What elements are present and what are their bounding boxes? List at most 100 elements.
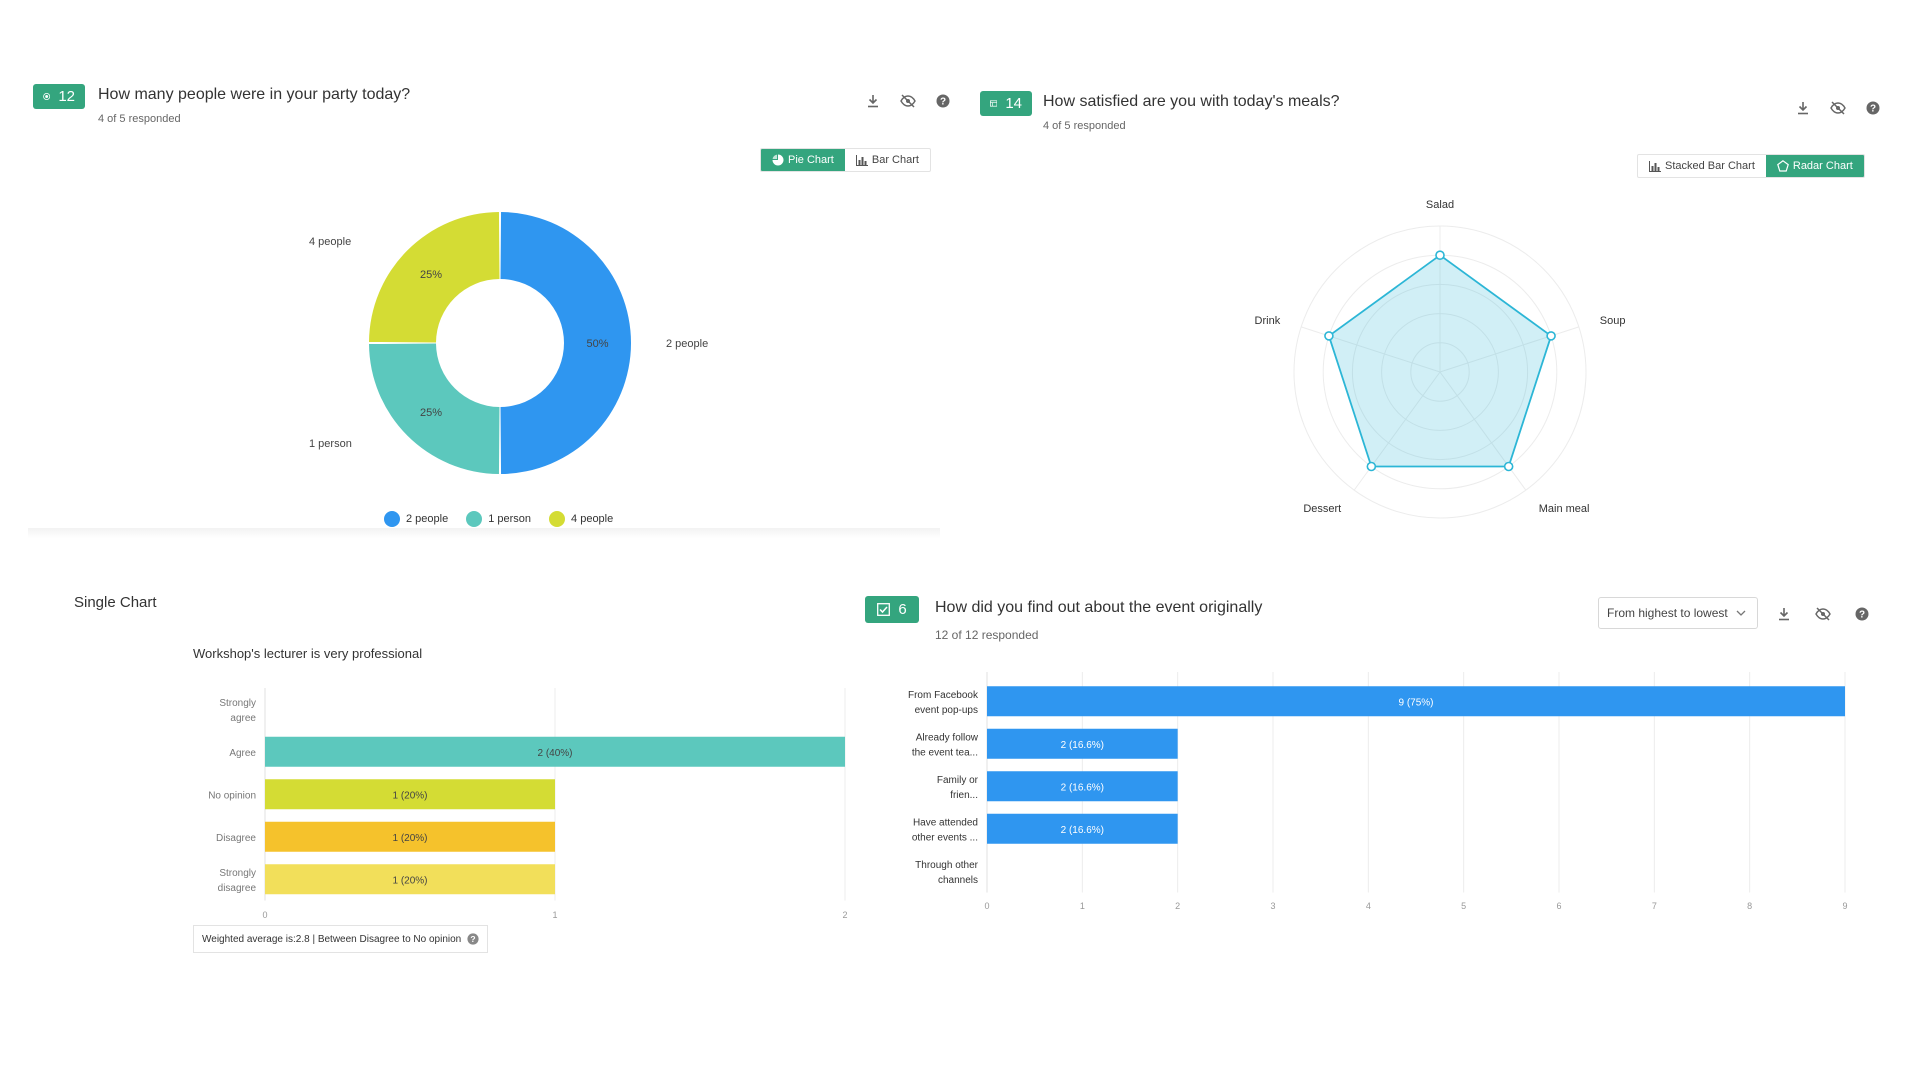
download-icon xyxy=(1779,608,1789,621)
bar-value-label: 1 (20%) xyxy=(392,833,427,844)
question-number-badge: 14 xyxy=(980,91,1032,116)
y-category-label: Strongly xyxy=(219,868,256,879)
hide-button[interactable] xyxy=(1814,605,1832,623)
radar-axis-label: Soup xyxy=(1600,315,1626,327)
radar-chart-icon xyxy=(1776,160,1789,172)
weighted-average-text: Weighted average is:2.8 | Between Disagr… xyxy=(202,933,462,945)
y-category-label: Have attended xyxy=(913,817,978,828)
bar xyxy=(987,813,1178,844)
radar-chart-label: Radar Chart xyxy=(1792,160,1853,172)
help-button[interactable]: ? xyxy=(1853,605,1871,623)
x-tick-label: 4 xyxy=(1366,901,1371,910)
legend-item[interactable]: 4 people xyxy=(549,511,613,527)
legend-label: 4 people xyxy=(571,513,614,525)
y-category-label: Family or xyxy=(937,775,979,786)
question-title: How did you find out about the event ori… xyxy=(935,599,1263,616)
eye-off-icon xyxy=(900,94,916,108)
question-number-badge: 6 xyxy=(865,596,919,623)
slice-percent-label: 25% xyxy=(420,269,442,281)
y-category-label: disagree xyxy=(218,883,257,894)
bar-value-label: 2 (16.6%) xyxy=(1061,825,1104,836)
hide-button[interactable] xyxy=(1829,99,1847,117)
eye-off-icon xyxy=(1815,607,1831,621)
x-tick-label: 0 xyxy=(262,910,267,920)
record-icon xyxy=(43,93,51,100)
svg-text:?: ? xyxy=(471,934,476,944)
slice-percent-label: 50% xyxy=(586,338,608,350)
pie-chart-icon xyxy=(772,154,784,166)
bar xyxy=(265,864,555,895)
bar xyxy=(265,736,845,767)
question-title: How satisfied are you with today's meals… xyxy=(1043,93,1340,110)
legend-item[interactable]: 1 person xyxy=(466,511,531,527)
pie-slice xyxy=(369,212,500,343)
x-tick-label: 6 xyxy=(1556,901,1561,910)
weighted-average-note: Weighted average is:2.8 | Between Disagr… xyxy=(193,925,489,953)
download-button[interactable] xyxy=(1775,605,1793,623)
pie-chart-label: Pie Chart xyxy=(788,154,834,166)
radar-axis xyxy=(1439,326,1580,373)
bar-chart-tab[interactable]: Bar Chart xyxy=(845,149,930,171)
legend-item[interactable]: 2 people xyxy=(384,511,448,527)
bar xyxy=(265,821,555,852)
legend-swatch xyxy=(384,511,400,527)
party-size-pie-chart: 50% 25% 25% 2 people 1 person 4 people xyxy=(309,212,708,474)
sort-order-select[interactable]: From highest to lowest xyxy=(1598,597,1758,629)
download-icon xyxy=(868,95,878,108)
bar-value-label: 2 (40%) xyxy=(537,748,572,759)
legend-label: 2 people xyxy=(406,513,449,525)
download-button[interactable] xyxy=(864,92,882,110)
x-tick-label: 3 xyxy=(1270,901,1275,910)
bar-value-label: 2 (16.6%) xyxy=(1061,782,1104,793)
pie-chart-tab[interactable]: Pie Chart xyxy=(761,149,845,171)
x-tick-label: 7 xyxy=(1652,901,1657,910)
download-icon xyxy=(1798,102,1808,115)
help-icon[interactable]: ? xyxy=(467,933,479,945)
pie-slice xyxy=(500,212,632,474)
responded-count: 4 of 5 responded xyxy=(1043,120,1126,132)
y-category-label: No opinion xyxy=(208,790,256,801)
section-title: Single Chart xyxy=(74,594,157,611)
radar-point xyxy=(1546,331,1556,341)
slice-category-label: 4 people xyxy=(309,236,351,248)
chart-title: Workshop's lecturer is very professional xyxy=(193,646,423,661)
y-category-label: other events ... xyxy=(912,832,978,843)
help-button[interactable]: ? xyxy=(1864,99,1882,117)
legend-swatch xyxy=(466,511,483,527)
sort-order-value: From highest to lowest xyxy=(1607,606,1728,620)
slice-percent-label: 25% xyxy=(420,407,442,419)
checkbox-icon xyxy=(877,603,891,616)
legend-swatch xyxy=(549,511,566,527)
radar-point xyxy=(1435,250,1445,261)
lecturer-rating-bar-chart: 0 1 2 Strongly agree 2 (40%) Agree 1 (20%) No op… xyxy=(208,688,848,920)
pie-legend: 2 people 1 person 4 people xyxy=(384,511,613,527)
bar-value-label: 2 (16.6%) xyxy=(1061,740,1104,751)
question-number: 12 xyxy=(58,88,75,105)
bar-value-label: 1 (20%) xyxy=(392,790,427,801)
y-category-label: From Facebook xyxy=(908,690,979,701)
x-tick-label: 5 xyxy=(1461,901,1466,910)
question-number-badge: 12 xyxy=(33,84,85,109)
chart-type-toggle: Stacked Bar Chart Radar Chart xyxy=(1637,154,1865,178)
radar-point xyxy=(1324,331,1334,341)
x-tick-label: 0 xyxy=(984,901,989,910)
help-icon: ? xyxy=(936,94,950,108)
hide-button[interactable] xyxy=(899,92,917,110)
help-button[interactable]: ? xyxy=(934,92,952,110)
svg-text:?: ? xyxy=(1859,610,1865,621)
radar-series-area xyxy=(1327,254,1553,468)
radar-point xyxy=(1366,461,1377,472)
radar-axis xyxy=(1439,371,1527,491)
bar-chart-icon xyxy=(1649,160,1661,172)
y-category-label: Already follow xyxy=(916,732,979,743)
y-category-label: agree xyxy=(230,713,256,724)
responded-count: 12 of 12 responded xyxy=(935,628,1039,642)
slice-category-label: 2 people xyxy=(666,338,708,350)
radar-chart-tab[interactable]: Radar Chart xyxy=(1765,155,1864,177)
x-tick-label: 8 xyxy=(1747,901,1752,910)
help-icon: ? xyxy=(1866,101,1880,115)
table-icon xyxy=(990,100,998,107)
stacked-bar-chart-tab[interactable]: Stacked Bar Chart xyxy=(1638,155,1766,177)
y-category-label: event pop-ups xyxy=(915,705,978,716)
download-button[interactable] xyxy=(1794,99,1812,117)
